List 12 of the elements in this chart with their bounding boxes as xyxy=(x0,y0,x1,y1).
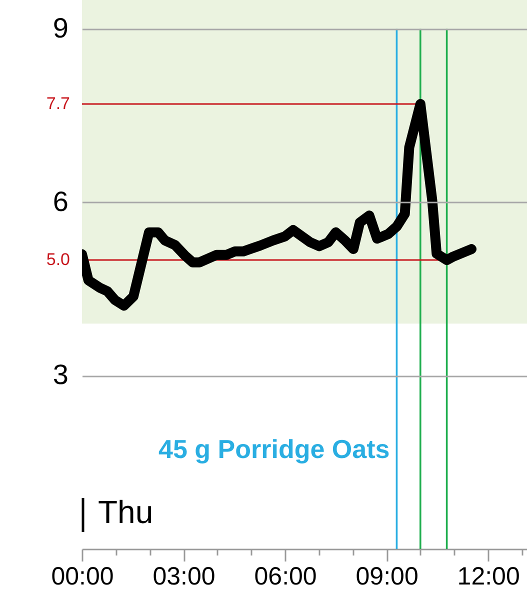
x-tick-label: 09:00 xyxy=(356,562,418,590)
x-tick-label: 00:00 xyxy=(51,562,114,590)
y-tick-label: 9 xyxy=(52,12,68,44)
annotation: 7.7 xyxy=(46,94,70,114)
ref-line-label: 45 g Porridge Oats xyxy=(158,434,390,464)
annotation: 5.0 xyxy=(46,250,70,270)
x-tick-label: 06:00 xyxy=(254,562,317,590)
annotation: Thu xyxy=(98,494,154,530)
x-tick-label: 12:00 xyxy=(457,562,520,590)
y-tick-label: 6 xyxy=(52,186,68,217)
y-tick-label: 3 xyxy=(52,359,68,390)
x-tick-label: 03:00 xyxy=(152,562,216,590)
